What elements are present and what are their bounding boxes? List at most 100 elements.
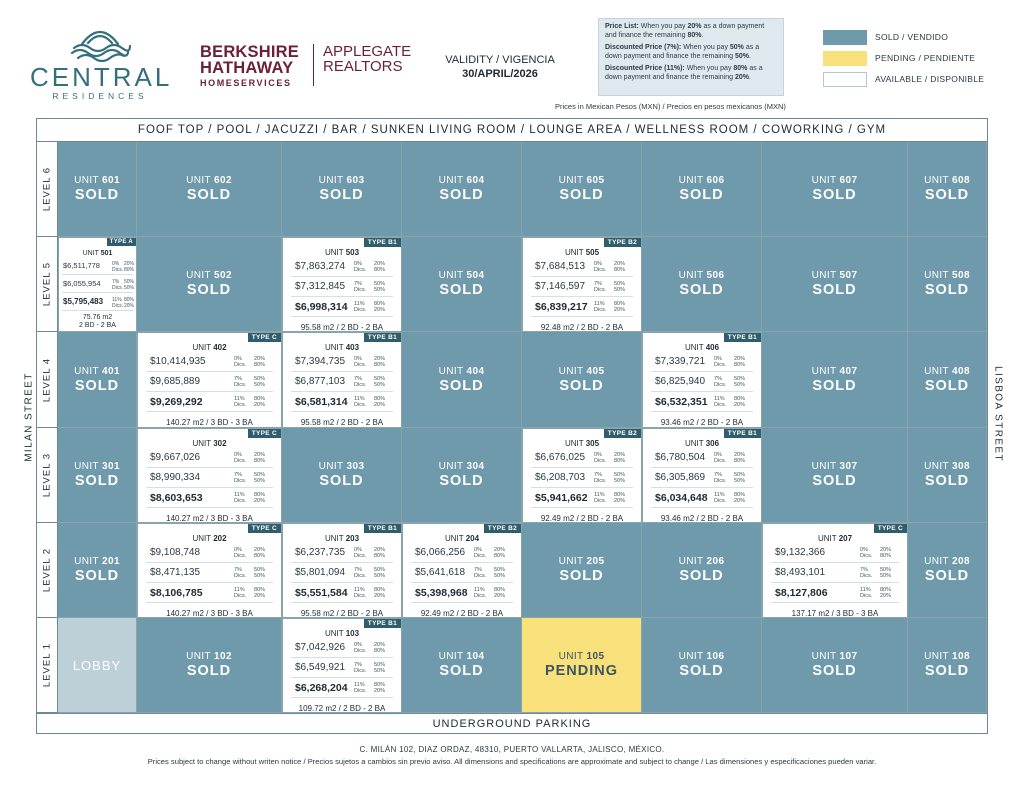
payment-split: 50% 50% [374, 376, 385, 388]
price-row-2: $6,549,921 7% Dics. 50% 50% [291, 658, 393, 678]
unit-area: 75.76 m2 [82, 314, 113, 321]
unit-word: UNIT [684, 343, 706, 352]
unit-title: UNIT 403 [283, 343, 401, 352]
unit-title: UNIT 607 [762, 175, 907, 186]
unit-word: UNIT [192, 534, 214, 543]
unit-price: $6,998,314 [295, 301, 348, 313]
discount-term: 11% Dics. [594, 492, 606, 504]
validity-label: VALIDITY / VIGENCIA [445, 54, 555, 66]
unit-word: UNIT [192, 343, 214, 352]
price-row-1: $7,042,926 0% Dics. 20% 80% [291, 638, 393, 658]
unit-107: UNIT 107 SOLD [762, 618, 908, 713]
unit-price: $7,042,926 [295, 642, 346, 653]
payment-split: 80% 20% [254, 396, 265, 408]
unit-word: UNIT [74, 175, 103, 186]
sold-label: SOLD [319, 473, 364, 489]
unit-301: UNIT 301 SOLD [58, 428, 137, 523]
unit-word: UNIT [74, 461, 103, 472]
unit-number: 503 [345, 248, 360, 257]
payment-split: 20% 80% [124, 261, 134, 273]
sold-label: SOLD [924, 473, 970, 489]
down-payment-percent: 80% [614, 492, 626, 498]
validity-date: 30/APRIL/2026 [462, 68, 538, 80]
price-condition-3: Discounted Price (11%): When you pay 80%… [605, 65, 777, 82]
level-label: LEVEL 5 [37, 237, 58, 332]
unit-title: UNIT 602 [137, 175, 281, 186]
unit-306: TYPE B1 UNIT 306 $6,780,504 0% Dics. 20% 80% $6… [642, 428, 762, 523]
lobby-label: LOBBY [72, 658, 122, 673]
discount-percent: 7% [234, 472, 242, 478]
sold-label: SOLD [812, 377, 857, 394]
status-legend: SOLD / VENDIDO PENDING / PENDIENTE AVAILAB… [823, 29, 984, 93]
unit-word: UNIT [438, 461, 467, 472]
price-row-3: $5,941,662 11% Dics. 80% 20% [531, 488, 633, 508]
unit-number: 605 [586, 175, 605, 186]
unit-505: TYPE B2 UNIT 505 $7,684,513 0% Dics. 20% 80% $7… [522, 237, 642, 332]
price-condition-text: When you pay [638, 23, 688, 30]
unit-word: UNIT [678, 270, 707, 281]
unit-status-block: UNIT 408 SOLD [908, 366, 986, 394]
payment-split: 20% 80% [734, 452, 745, 464]
discount-percent: 11% [474, 587, 485, 593]
unit-title: UNIT 608 [908, 175, 986, 186]
unit-number: 205 [586, 556, 605, 567]
unit-number: 308 [952, 461, 970, 472]
unit-area: 140.27 m2 / 3 BD - 3 BA [166, 514, 253, 523]
financed-percent: 20% [254, 593, 266, 599]
payment-split: 80% 20% [254, 492, 265, 504]
west-street-label: MILAN STREET [23, 372, 35, 462]
unit-204: TYPE B2 UNIT 204 $6,066,256 0% Dics. 20% 80% $5… [402, 523, 522, 618]
unit-price: $6,676,025 [535, 452, 586, 463]
unit-title: UNIT 505 [523, 248, 641, 257]
financed-percent: 50% [374, 573, 386, 579]
discount-word: Dics. [354, 553, 367, 559]
logo-subtitle: RESIDENCES [52, 91, 148, 101]
financed-percent: 50% [614, 287, 626, 293]
sold-label: SOLD [679, 282, 724, 298]
discount-word: Dics. [474, 593, 487, 599]
unit-title: UNIT 301 [58, 461, 136, 472]
discount-term: 0% Dics. [234, 452, 246, 464]
price-row-1: $6,237,735 0% Dics. 20% 80% [291, 543, 393, 563]
discount-term: 7% Dics. [234, 472, 246, 484]
price-condition-title: Discounted Price (11%): [605, 65, 685, 73]
unit-number: 302 [213, 439, 227, 448]
unit-number: 403 [345, 343, 360, 352]
down-payment-percent: 20% [254, 547, 266, 553]
discount-percent: 7% [714, 472, 722, 478]
financed-percent: 20% [124, 303, 135, 309]
unit-area: 109.72 m2 / 2 BD - 2 BA [298, 704, 386, 713]
unit-601: UNIT 601 SOLD [58, 142, 137, 237]
down-payment-percent: 80% [374, 587, 386, 593]
discount-word: Dics. [594, 478, 607, 484]
discount-percent: 11% [714, 492, 725, 498]
brokerage-line1: BERKSHIRE [200, 43, 299, 61]
unit-501: TYPE A UNIT 501 $6,511,778 0% Dics. 20% 80% $6,… [58, 237, 137, 332]
unit-number: 208 [952, 556, 970, 567]
unit-title: UNIT 304 [402, 461, 521, 472]
unit-304: UNIT 304 SOLD [402, 428, 522, 523]
payment-split: 50% 50% [374, 567, 385, 579]
down-payment-percent: 80% [374, 682, 386, 688]
discount-term: 11% Dics. [234, 587, 246, 599]
unit-506: UNIT 506 SOLD [642, 237, 762, 332]
unit-price: $7,339,721 [655, 356, 706, 367]
unit-price: $6,055,954 [63, 279, 101, 288]
unit-price: $9,667,026 [150, 452, 201, 463]
unit-status-block: UNIT 606 SOLD [642, 175, 761, 203]
price-condition-text: as a down payment and finance the remain… [605, 44, 760, 60]
discount-word: Dics. [594, 307, 607, 313]
unit-word: UNIT [811, 175, 840, 186]
unit-type-badge: TYPE B2 [603, 429, 641, 438]
unit-406: TYPE B1 UNIT 406 $7,339,721 0% Dics. 20% 80% $6… [642, 332, 762, 428]
payment-split: 80% 20% [374, 301, 385, 313]
down-payment-percent: 50% [614, 472, 626, 478]
unit-price: $6,877,103 [295, 376, 346, 387]
unit-602: UNIT 602 SOLD [137, 142, 282, 237]
unit-number: 406 [705, 343, 720, 352]
sold-label: SOLD [812, 187, 857, 203]
sold-label: SOLD [74, 377, 120, 394]
discount-percent: 0% [354, 261, 362, 267]
discount-percent: 0% [474, 547, 482, 553]
unit-203: TYPE B1 UNIT 203 $6,237,735 0% Dics. 20% 80% $5… [282, 523, 402, 618]
